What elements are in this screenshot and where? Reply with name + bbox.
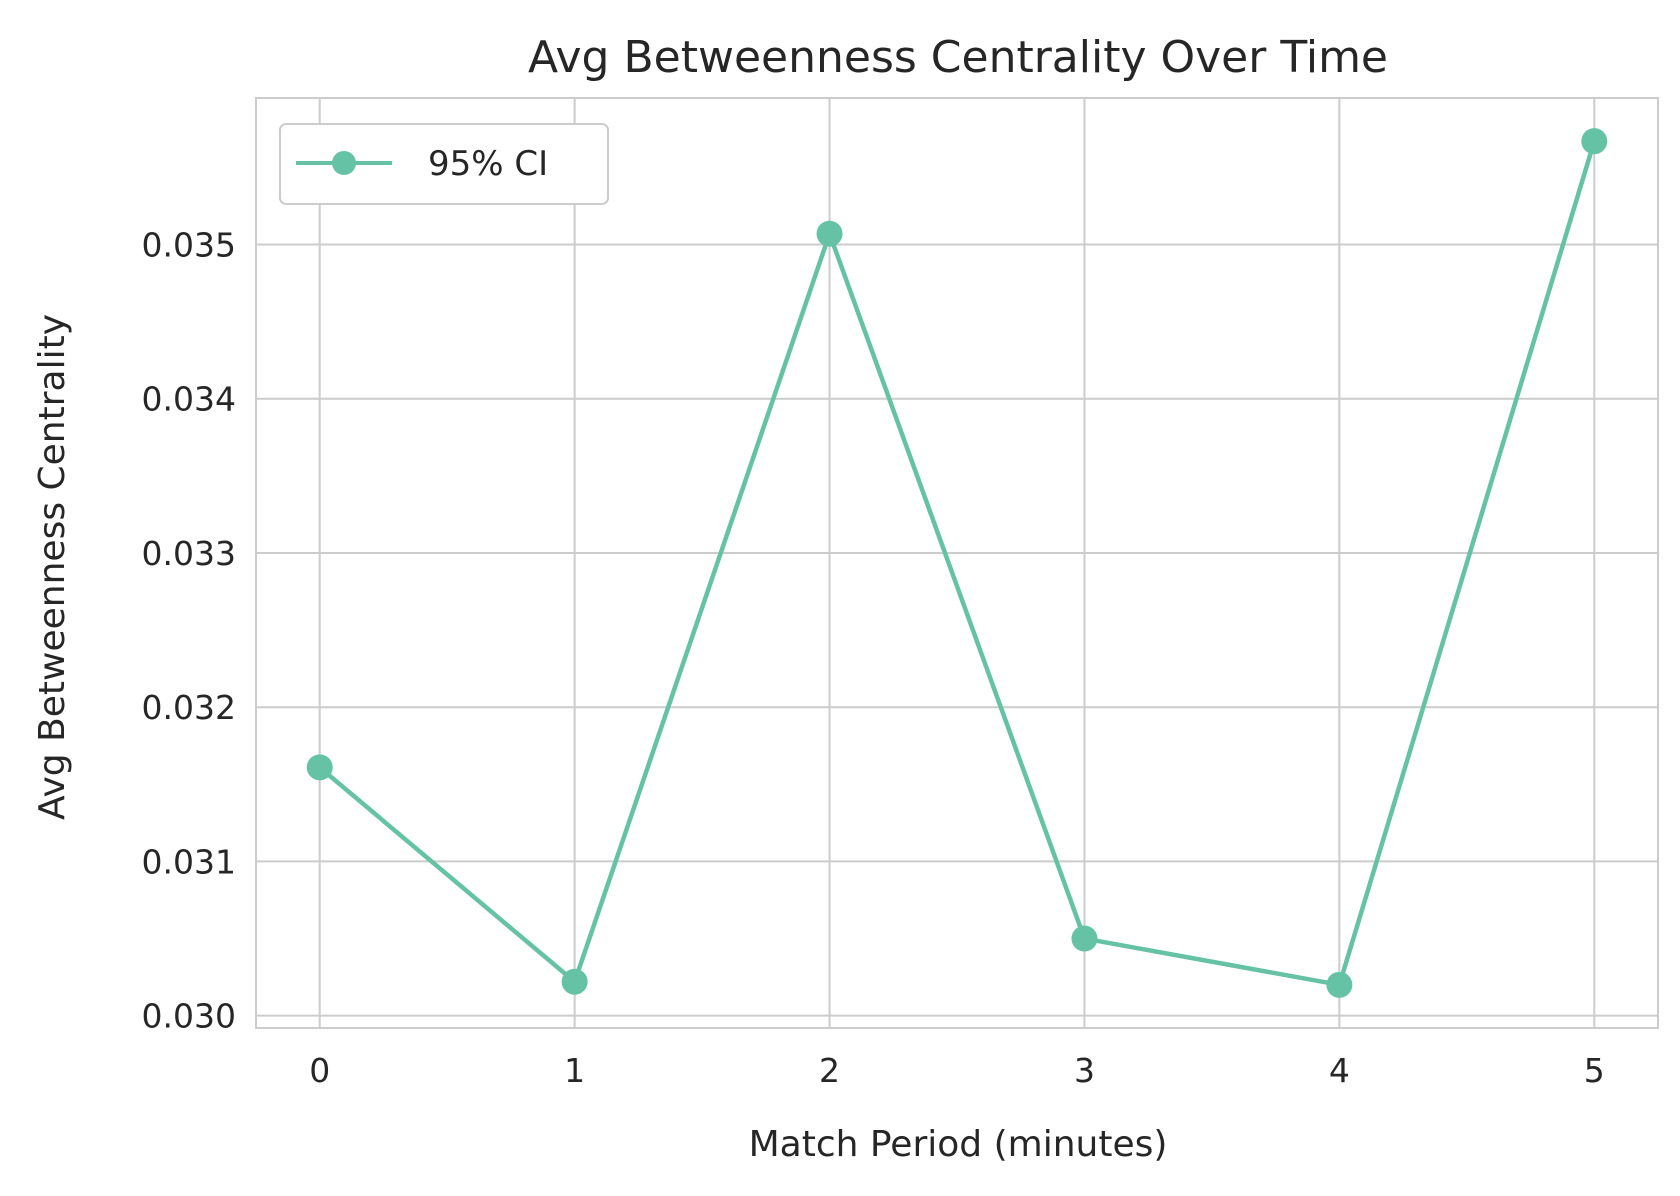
plot-area-frame [255,97,1659,1029]
y-tick-label: 0.035 [142,226,236,265]
series-line [317,138,1597,988]
series-layer [306,128,1608,998]
x-tick-label: 0 [309,1051,330,1090]
data-point [1326,971,1353,998]
chart-title: Avg Betweenness Centrality Over Time [528,32,1388,83]
legend-marker-sample [332,151,356,175]
x-tick-label: 3 [1074,1051,1095,1090]
y-tick-label: 0.030 [142,997,236,1036]
x-axis-label: Match Period (minutes) [749,1124,1168,1165]
legend-box [279,123,609,205]
y-tick-label: 0.032 [142,688,236,727]
data-point [1071,925,1098,952]
legend: 95% CI [279,123,609,205]
y-tick-label: 0.034 [142,380,236,419]
y-tick-label: 0.033 [142,534,236,573]
y-axis-label: Avg Betweenness Centrality [32,314,73,820]
grid-lines [256,98,1658,1028]
x-tick-labels: 0 1 2 3 4 5 [309,1051,1605,1090]
legend-label: 95% CI [428,144,548,184]
x-tick-label: 2 [819,1051,840,1090]
y-tick-label: 0.031 [142,842,236,881]
y-tick-labels: 0.030 0.031 0.032 0.033 0.034 0.035 [142,226,236,1036]
data-point [561,968,588,995]
data-point [306,754,333,781]
x-tick-label: 1 [564,1051,585,1090]
x-tick-label: 4 [1329,1051,1350,1090]
data-point [816,220,843,247]
data-point [1581,128,1608,155]
x-tick-label: 5 [1584,1051,1605,1090]
